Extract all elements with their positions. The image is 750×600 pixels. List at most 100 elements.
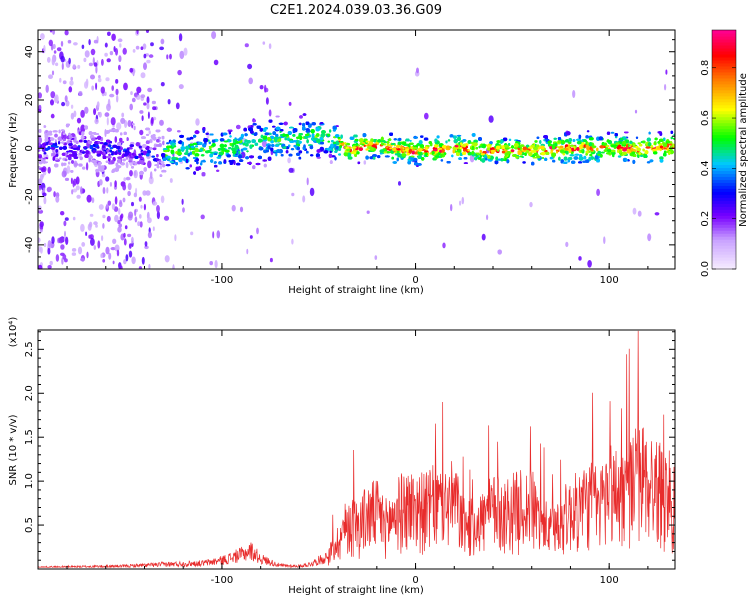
speckle	[119, 43, 122, 48]
speckle	[83, 57, 87, 63]
ridge-mark	[128, 160, 133, 163]
speckle	[366, 210, 370, 214]
speckle	[150, 42, 154, 47]
ridge-mark	[389, 147, 393, 150]
speckle	[632, 207, 637, 215]
speckle	[288, 101, 292, 106]
ridge-mark	[132, 123, 135, 126]
ridge-mark	[369, 156, 374, 160]
speckle	[109, 182, 112, 187]
ridge-mark	[228, 147, 232, 150]
ridge-mark	[462, 139, 467, 142]
ridge-mark	[253, 119, 256, 123]
speckle	[596, 188, 600, 196]
speckle	[123, 82, 128, 91]
speckle	[129, 67, 134, 73]
speckle	[114, 180, 117, 188]
speckle	[175, 102, 180, 110]
speckle	[72, 188, 78, 193]
speckle	[78, 90, 83, 97]
speckle	[63, 220, 67, 227]
speckle	[268, 109, 272, 117]
speckle	[461, 196, 465, 205]
ridge-mark	[66, 150, 71, 153]
speckle	[110, 117, 116, 126]
ridge-mark	[153, 143, 157, 148]
ridge-mark	[420, 135, 424, 138]
speckle	[55, 254, 60, 262]
speckle	[107, 31, 111, 36]
speckle	[61, 257, 64, 265]
ridge-mark	[179, 134, 185, 138]
ridge-mark	[347, 156, 353, 160]
speckle	[123, 177, 126, 182]
speckle	[174, 234, 177, 242]
speckle	[136, 86, 142, 94]
ridge-mark	[558, 156, 561, 161]
speckle	[42, 192, 47, 197]
ridge-mark	[217, 148, 221, 151]
ridge-mark	[109, 147, 114, 150]
ridge-mark	[389, 132, 393, 136]
speckle	[213, 59, 219, 66]
ridge-mark	[108, 129, 114, 132]
ridge-mark	[305, 121, 310, 125]
speckle	[47, 247, 51, 255]
speckle	[131, 201, 134, 207]
speckle	[291, 192, 295, 197]
speckle	[68, 86, 73, 93]
ridge-mark	[583, 144, 587, 148]
speckle	[106, 58, 111, 63]
speckle	[93, 39, 98, 44]
ridge-mark	[267, 137, 271, 141]
speckle	[134, 216, 138, 223]
ridge-mark	[55, 153, 59, 157]
speckle	[137, 221, 141, 227]
ridge-mark	[354, 153, 357, 157]
speckle	[109, 51, 114, 56]
speckle	[262, 41, 266, 45]
speckle	[246, 248, 249, 255]
ridge-mark	[189, 164, 192, 168]
speckle	[163, 215, 170, 221]
speckle	[53, 191, 56, 198]
ridge-mark	[329, 129, 332, 133]
speckle	[138, 266, 142, 269]
ridge-mark	[310, 154, 314, 157]
ridge-mark	[165, 164, 171, 167]
ridge-mark	[626, 144, 629, 149]
ridge-mark	[97, 141, 101, 144]
speckle	[127, 190, 131, 197]
ridge-mark	[484, 157, 488, 161]
speckle	[88, 234, 92, 239]
speckle	[84, 81, 89, 89]
speckle	[156, 205, 160, 213]
speckle	[486, 214, 489, 221]
speckle	[118, 55, 122, 63]
speckle	[86, 194, 92, 203]
ridge-mark	[221, 147, 226, 152]
speckle	[72, 216, 76, 221]
speckle	[190, 231, 194, 236]
speckle	[71, 189, 74, 195]
speckle	[77, 64, 81, 69]
speckle	[264, 84, 267, 93]
ridge-mark	[280, 154, 284, 157]
ridge-mark	[196, 161, 199, 165]
speckle	[63, 133, 67, 140]
speckle	[70, 177, 73, 184]
ridge-mark	[453, 138, 458, 144]
speckle	[46, 186, 53, 192]
speckle	[211, 31, 217, 40]
ridge-mark	[407, 160, 412, 165]
ridge-mark	[479, 149, 482, 154]
speckle	[80, 257, 85, 262]
ridge-mark	[653, 151, 658, 155]
ridge-mark	[264, 132, 270, 136]
ridge-mark	[61, 141, 65, 144]
speckle	[177, 69, 182, 76]
speckle	[488, 115, 494, 123]
speckle	[104, 91, 107, 97]
speckle	[106, 215, 111, 222]
